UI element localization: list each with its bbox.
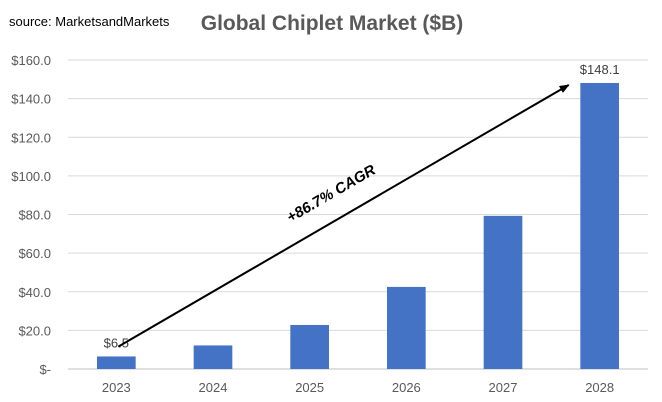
labels: $- $20.0 $40.0 $60.0 $80.0 $100.0 $120.0 $140.0…: [11, 53, 619, 395]
y-tick-label: $-: [39, 362, 51, 377]
bar: [97, 356, 136, 369]
y-tick-label: $20.0: [18, 323, 51, 338]
cagr-label: +86.7% CAGR: [284, 161, 379, 226]
x-tick-label: 2026: [392, 380, 421, 395]
cagr-arrow: [117, 84, 570, 348]
bar: [290, 324, 329, 369]
y-tick-label: $140.0: [11, 92, 51, 107]
bar: [580, 82, 619, 369]
y-tick-label: $120.0: [11, 130, 51, 145]
x-tick-label: 2025: [295, 380, 324, 395]
bar: [387, 286, 426, 369]
data-label: $148.1: [580, 62, 620, 77]
y-tick-label: $60.0: [18, 246, 51, 261]
data-label: $6.5: [104, 335, 129, 350]
chart-title: Global Chiplet Market ($B): [200, 12, 464, 35]
y-tick-label: $100.0: [11, 169, 51, 184]
bars: [97, 82, 619, 369]
bar: [483, 215, 523, 369]
x-tick-label: 2024: [199, 380, 228, 395]
y-tick-label: $80.0: [18, 208, 51, 223]
x-tick-label: 2023: [102, 380, 131, 395]
source-note: source: MarketsandMarkets: [9, 14, 170, 29]
x-tick-label: 2028: [585, 380, 614, 395]
gridlines: [68, 59, 648, 370]
y-tick-label: $40.0: [18, 285, 51, 300]
y-tick-label: $160.0: [11, 53, 51, 68]
bar: [193, 345, 233, 369]
x-tick-label: 2027: [489, 380, 518, 395]
